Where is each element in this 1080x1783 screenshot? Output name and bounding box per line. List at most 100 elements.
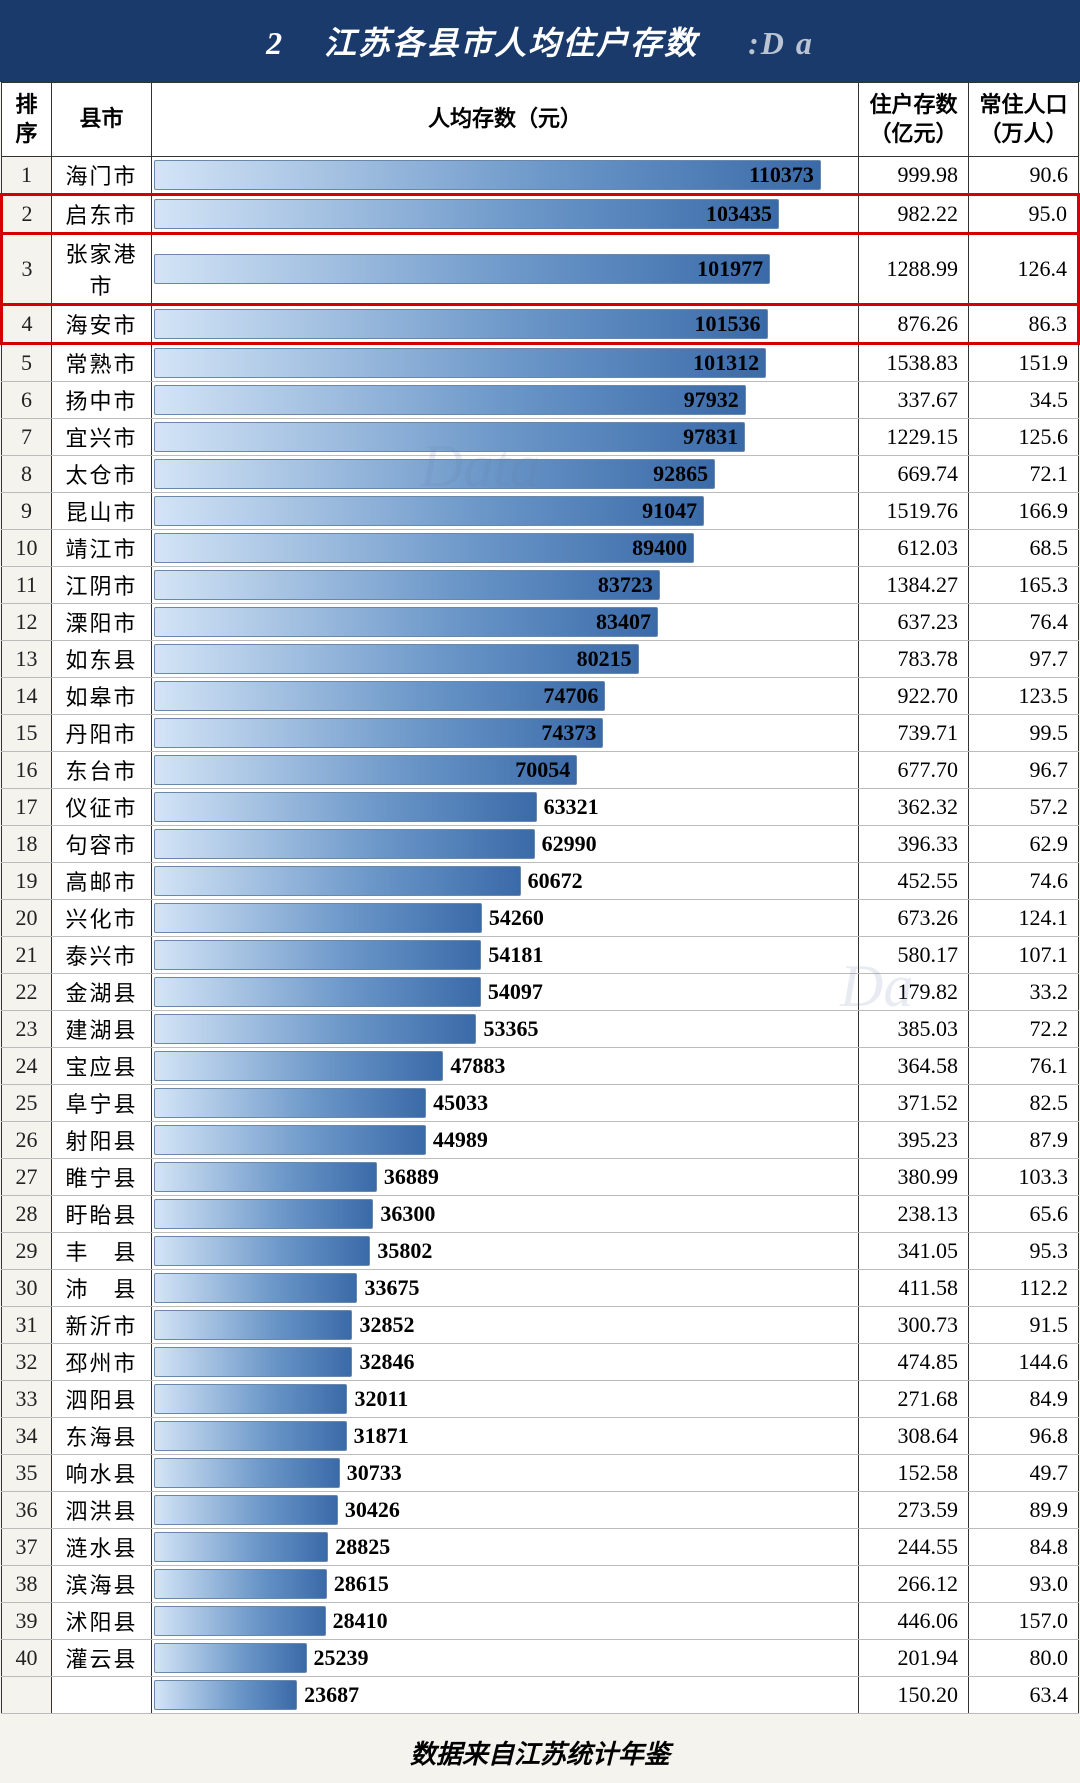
bar [154, 1643, 307, 1673]
col-header-city: 县市 [52, 83, 152, 157]
population-cell: 49.7 [969, 1455, 1079, 1492]
population-cell: 34.5 [969, 382, 1079, 419]
table-row: 27睢宁县36889380.99103.3 [2, 1159, 1079, 1196]
bar-cell: 36300 [152, 1196, 859, 1233]
city-cell: 新沂市 [52, 1307, 152, 1344]
population-cell: 96.8 [969, 1418, 1079, 1455]
rank-cell: 9 [2, 493, 52, 530]
deposit-cell: 385.03 [859, 1011, 969, 1048]
bar [154, 940, 481, 970]
bar-cell: 44989 [152, 1122, 859, 1159]
bar [154, 681, 605, 711]
city-cell: 靖江市 [52, 530, 152, 567]
bar-cell: 30426 [152, 1492, 859, 1529]
rank-cell: 37 [2, 1529, 52, 1566]
rank-cell: 29 [2, 1233, 52, 1270]
table-row: 24宝应县47883364.5876.1 [2, 1048, 1079, 1085]
population-cell: 90.6 [969, 157, 1079, 195]
bar [154, 1532, 328, 1562]
bar [154, 496, 704, 526]
title-right: :D a [748, 25, 814, 61]
bar-value-label: 33675 [364, 1275, 419, 1301]
bar [154, 254, 770, 284]
page-title: 2 江苏各县市人均住户存数 :D a [0, 0, 1080, 82]
rank-cell: 32 [2, 1344, 52, 1381]
rank-cell: 16 [2, 752, 52, 789]
bar [154, 903, 482, 933]
bar [154, 1458, 340, 1488]
bar-cell: 74373 [152, 715, 859, 752]
bar-value-label: 54181 [488, 942, 543, 968]
city-cell: 建湖县 [52, 1011, 152, 1048]
deposit-cell: 669.74 [859, 456, 969, 493]
table-body: 1海门市110373999.9890.62启东市103435982.2295.0… [2, 157, 1079, 1714]
bar-value-label: 101977 [697, 256, 763, 282]
table-row: 36泗洪县30426273.5989.9 [2, 1492, 1079, 1529]
bar [154, 607, 658, 637]
city-cell: 高邮市 [52, 863, 152, 900]
bar [154, 1347, 352, 1377]
deposit-cell: 677.70 [859, 752, 969, 789]
bar [154, 1680, 297, 1710]
table-row: 23建湖县53365385.0372.2 [2, 1011, 1079, 1048]
deposit-cell: 411.58 [859, 1270, 969, 1307]
bar-cell: 53365 [152, 1011, 859, 1048]
city-cell: 滨海县 [52, 1566, 152, 1603]
population-cell: 96.7 [969, 752, 1079, 789]
population-cell: 95.3 [969, 1233, 1079, 1270]
deposit-cell: 308.64 [859, 1418, 969, 1455]
bar-value-label: 35802 [377, 1238, 432, 1264]
bar-value-label: 28825 [335, 1534, 390, 1560]
bar-cell: 62990 [152, 826, 859, 863]
rank-cell: 23 [2, 1011, 52, 1048]
city-cell: 沛 县 [52, 1270, 152, 1307]
bar-value-label: 44989 [433, 1127, 488, 1153]
city-cell: 昆山市 [52, 493, 152, 530]
table-row: 17仪征市63321362.3257.2 [2, 789, 1079, 826]
population-cell: 84.8 [969, 1529, 1079, 1566]
deposit-cell: 580.17 [859, 937, 969, 974]
population-cell: 57.2 [969, 789, 1079, 826]
rank-cell: 11 [2, 567, 52, 604]
population-cell: 87.9 [969, 1122, 1079, 1159]
deposit-cell: 1288.99 [859, 234, 969, 305]
deposit-cell: 982.22 [859, 195, 969, 234]
population-cell: 125.6 [969, 419, 1079, 456]
bar-cell: 70054 [152, 752, 859, 789]
table-row: 1海门市110373999.9890.6 [2, 157, 1079, 195]
bar-cell: 83723 [152, 567, 859, 604]
bar-cell: 28825 [152, 1529, 859, 1566]
bar-cell: 80215 [152, 641, 859, 678]
bar-value-label: 32852 [360, 1312, 415, 1338]
table-row: 14如皋市74706922.70123.5 [2, 678, 1079, 715]
population-cell: 144.6 [969, 1344, 1079, 1381]
table-row: 38滨海县28615266.1293.0 [2, 1566, 1079, 1603]
bar [154, 570, 660, 600]
bar-value-label: 28615 [334, 1571, 389, 1597]
city-cell: 启东市 [52, 195, 152, 234]
bar-value-label: 30733 [347, 1460, 402, 1486]
deposit-cell: 266.12 [859, 1566, 969, 1603]
table-row: 15丹阳市74373739.7199.5 [2, 715, 1079, 752]
population-cell: 72.1 [969, 456, 1079, 493]
city-cell: 丹阳市 [52, 715, 152, 752]
bar [154, 1273, 357, 1303]
bar-cell: 97831 [152, 419, 859, 456]
bar-cell: 36889 [152, 1159, 859, 1196]
bar [154, 1606, 326, 1636]
deposit-cell: 380.99 [859, 1159, 969, 1196]
rank-cell: 26 [2, 1122, 52, 1159]
deposit-cell: 474.85 [859, 1344, 969, 1381]
table-row: 39沭阳县28410446.06157.0 [2, 1603, 1079, 1640]
bar-cell: 45033 [152, 1085, 859, 1122]
bar-cell: 74706 [152, 678, 859, 715]
bar-value-label: 103435 [706, 201, 772, 227]
deposit-cell: 201.94 [859, 1640, 969, 1677]
deposit-cell: 271.68 [859, 1381, 969, 1418]
city-cell: 海门市 [52, 157, 152, 195]
rank-cell: 25 [2, 1085, 52, 1122]
bar-value-label: 63321 [544, 794, 599, 820]
city-cell: 扬中市 [52, 382, 152, 419]
population-cell: 123.5 [969, 678, 1079, 715]
bar-cell: 33675 [152, 1270, 859, 1307]
